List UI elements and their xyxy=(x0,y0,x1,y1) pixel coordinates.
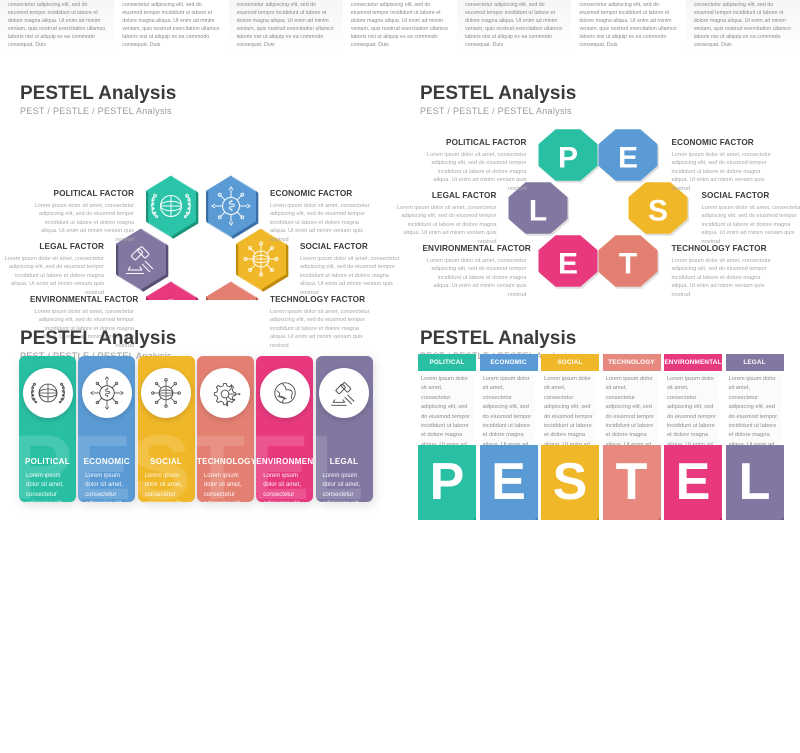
svg-text:T: T xyxy=(619,248,637,281)
svg-text:L: L xyxy=(529,195,547,228)
svg-text:E: E xyxy=(558,248,578,281)
svg-text:E: E xyxy=(618,142,638,175)
svg-text:P: P xyxy=(558,142,578,175)
svg-text:S: S xyxy=(648,195,668,228)
